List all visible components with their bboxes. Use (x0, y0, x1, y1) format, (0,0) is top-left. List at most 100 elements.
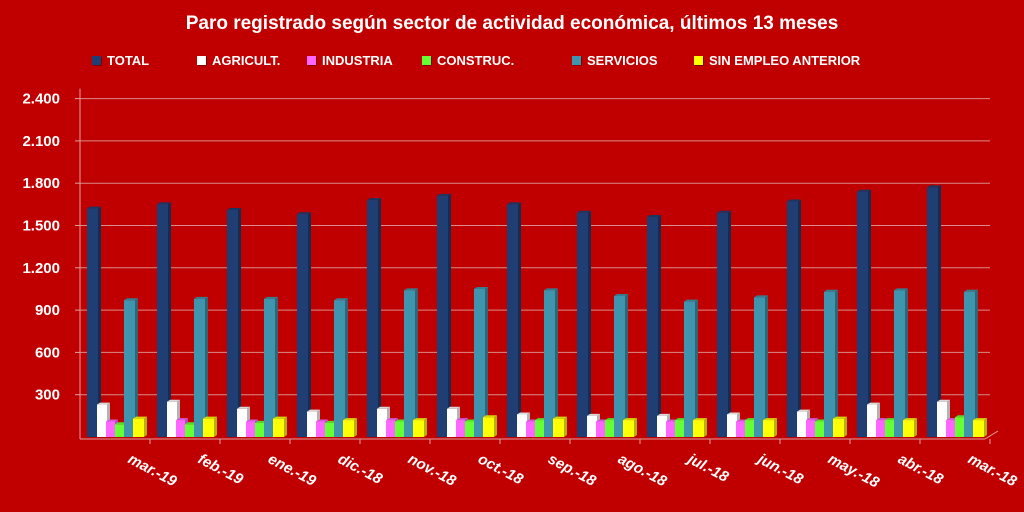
bar-top (343, 418, 357, 421)
bar-side (844, 416, 847, 437)
bar-top (246, 419, 258, 422)
bar-side (914, 418, 917, 437)
bar-top (553, 416, 567, 419)
bar-top (483, 415, 497, 418)
bar-side (135, 298, 138, 437)
bar-sin-empleo-anterior (833, 418, 844, 437)
bar-side (168, 202, 171, 437)
bar-sin-empleo-anterior (973, 420, 984, 437)
bar-side (485, 286, 488, 437)
bar-construc- (815, 421, 824, 437)
bar-side (588, 210, 591, 437)
bar-side (774, 418, 777, 437)
bar-industria (526, 421, 535, 437)
bar-sin-empleo-anterior (343, 420, 354, 437)
legend-item: CONSTRUC. (422, 53, 572, 68)
bar-top (237, 406, 250, 409)
bar-total (787, 201, 798, 437)
bar-top (894, 288, 908, 291)
legend-item: SIN EMPLEO ANTERIOR (694, 53, 894, 68)
x-tick-label: ago.-18 (615, 451, 670, 491)
bar-servicios (964, 291, 975, 437)
bar-side (275, 296, 278, 437)
bar-side (98, 206, 101, 437)
bar-top (614, 294, 628, 296)
bar-top (647, 215, 661, 218)
bar-top (824, 289, 838, 292)
legend-item: SERVICIOS (572, 53, 694, 68)
bar-side (415, 288, 418, 437)
legend-swatch (422, 56, 431, 65)
bar-top (176, 418, 188, 421)
bar-top (124, 298, 138, 301)
chart-title: Paro registrado según sector de activida… (185, 13, 839, 34)
bar-top (437, 193, 451, 196)
bar-servicios (404, 290, 415, 437)
bar-side (214, 416, 217, 437)
bar-total (227, 209, 238, 437)
bar-top (577, 210, 591, 213)
bar-servicios (194, 298, 205, 437)
bar-industria (736, 421, 745, 437)
x-axis-depth (984, 430, 999, 440)
bar-industria (666, 421, 675, 437)
bar-top (797, 409, 810, 412)
x-tick-label: ene.-19 (265, 451, 319, 491)
bar-servicios (614, 296, 625, 437)
bar-construc- (255, 422, 264, 437)
bar-side (765, 295, 768, 437)
legend-label: SIN EMPLEO ANTERIOR (709, 53, 861, 68)
bar-top (87, 206, 101, 209)
bar-side (975, 289, 978, 437)
bar-top (544, 288, 558, 291)
bar-side (205, 296, 208, 437)
bar-side (354, 418, 357, 437)
bar-total (857, 191, 868, 437)
bar-top (857, 189, 871, 192)
x-tick-label: jun.-18 (753, 450, 806, 489)
bar-top (717, 210, 731, 213)
bar-agricult- (937, 401, 947, 437)
bar-total (297, 214, 308, 437)
bar-agricult- (587, 415, 597, 437)
bar-side (564, 416, 567, 437)
bar-side (984, 418, 987, 437)
bar-servicios (824, 291, 835, 437)
bar-construc- (395, 421, 404, 437)
legend-label: AGRICULT. (212, 53, 281, 68)
bar-side (634, 418, 637, 437)
bar-top (264, 296, 278, 299)
legend-swatch (92, 56, 101, 65)
bar-agricult- (867, 404, 877, 437)
bar-top (133, 416, 147, 419)
bar-industria (876, 420, 885, 437)
bar-industria (106, 421, 115, 437)
bar-top (903, 418, 917, 421)
x-tick-label: sep.-18 (545, 451, 599, 491)
legend-swatch (197, 56, 206, 65)
bar-agricult- (797, 411, 807, 437)
bar-top (754, 295, 768, 298)
bar-industria (456, 420, 465, 437)
bar-top (927, 185, 941, 188)
bar-sin-empleo-anterior (693, 420, 704, 437)
bar-agricult- (447, 408, 457, 437)
y-tick-label: 1.200 (22, 260, 60, 277)
bar-sin-empleo-anterior (553, 418, 564, 437)
bar-side (494, 415, 497, 437)
bar-construc- (675, 420, 684, 437)
bar-top (507, 202, 521, 205)
bar-top (456, 418, 468, 421)
x-tick-label: may.-18 (825, 451, 882, 492)
bar-side (448, 193, 451, 437)
legend-label: INDUSTRIA (322, 53, 393, 68)
bar-top (297, 212, 311, 215)
bar-servicios (474, 288, 485, 437)
bar-side (798, 199, 801, 437)
bar-industria (806, 420, 815, 437)
bar-total (157, 204, 168, 437)
bar-top (973, 418, 987, 421)
bar-total (647, 217, 658, 437)
bar-side (868, 189, 871, 437)
x-tick-label: nov.-18 (405, 451, 459, 491)
